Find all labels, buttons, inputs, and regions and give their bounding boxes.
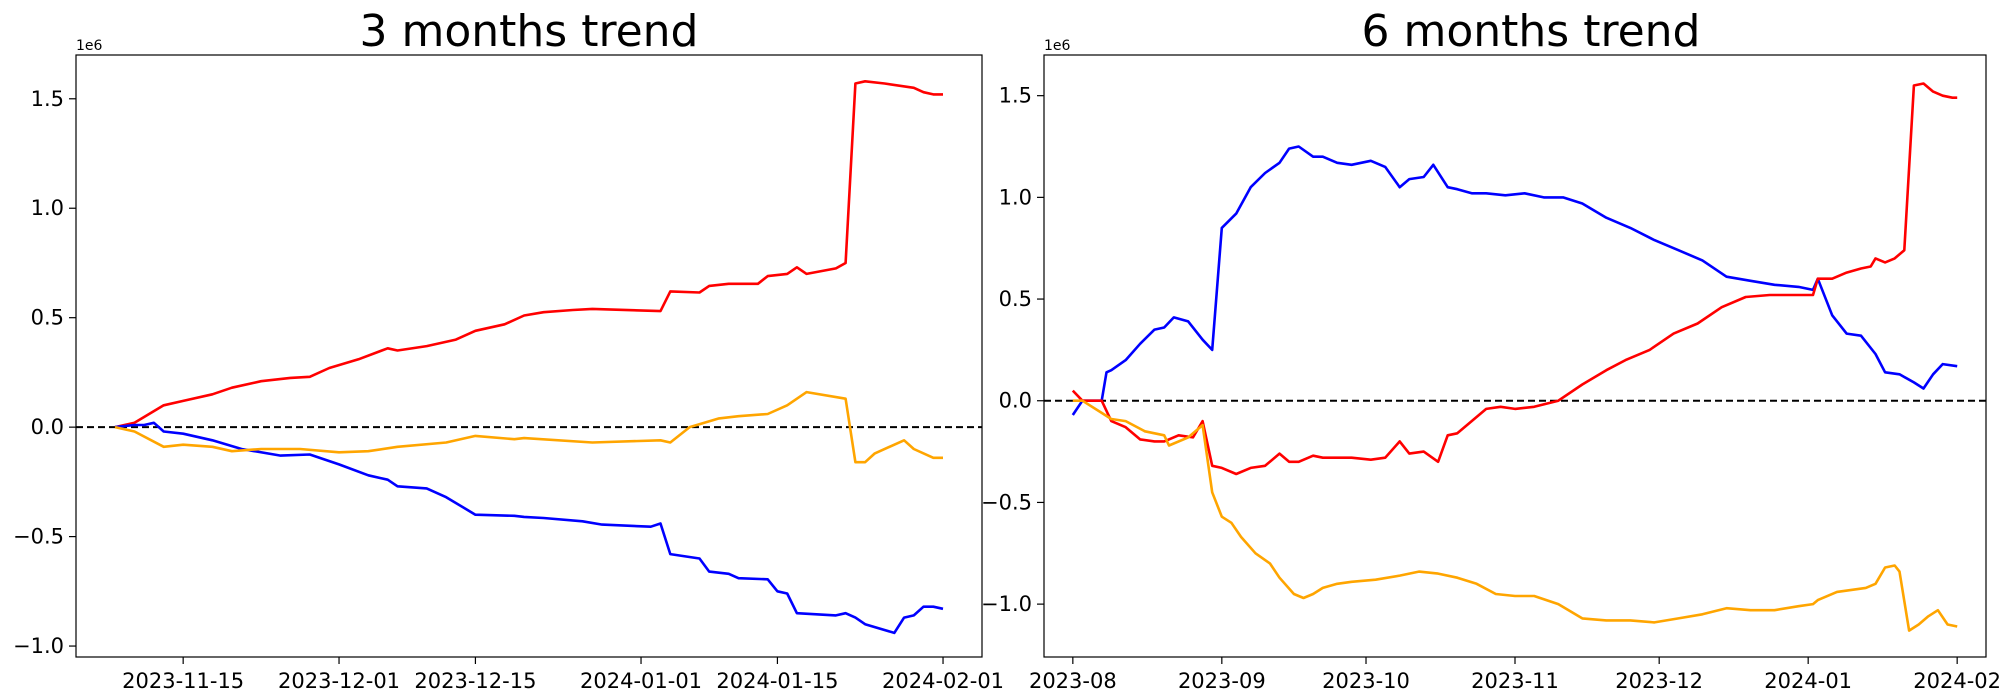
plot-area: −1.0 −0.5 0.0 0.5 1.0 1.5 2023-11-15 2023-12-01…	[13, 54, 1004, 693]
x-tick-label: 2024-02-01	[882, 669, 1004, 693]
chart-6-months: 6 months trend 1e6 −1.0 −0.5 0.0 0.5 1.0 1.5 2…	[981, 6, 2000, 693]
series-line-0	[1071, 145, 1958, 416]
series-line-1	[1071, 82, 1958, 476]
y-tick-label: 0.0	[31, 415, 64, 439]
x-tick-label: 2024-01-01	[580, 669, 702, 693]
x-tick-label: 2023-12-01	[278, 669, 400, 693]
x-tick-label: 2023-11-15	[122, 669, 244, 693]
x-tick-label: 2023-08	[1029, 669, 1117, 693]
y-tick-label: 0.0	[999, 389, 1032, 413]
y-offset-label: 1e6	[76, 38, 103, 54]
chart-title: 3 months trend	[360, 6, 699, 57]
x-tick-label: 2023-12	[1615, 669, 1703, 693]
x-tick-label: 2024-02	[1913, 669, 2000, 693]
y-tick-label: 0.5	[31, 306, 64, 330]
y-tick-label: 0.5	[999, 287, 1032, 311]
x-tick-label: 2023-12-15	[414, 669, 536, 693]
x-tick-label: 2023-09	[1178, 669, 1266, 693]
y-tick-label: 1.0	[31, 196, 64, 220]
y-offset-label: 1e6	[1044, 38, 1071, 54]
y-tick-label: −1.0	[981, 592, 1032, 616]
series-line-0	[114, 80, 943, 429]
x-tick-label: 2024-01-15	[716, 669, 838, 693]
y-tick-label: 1.5	[999, 84, 1032, 108]
x-tick-label: 2023-10	[1322, 669, 1410, 693]
y-tick-label: −0.5	[13, 525, 64, 549]
y-tick-label: −1.0	[13, 634, 64, 658]
y-tick-label: 1.5	[31, 87, 64, 111]
x-tick-label: 2023-11	[1471, 669, 1559, 693]
chart-3-months: 3 months trend 1e6 −1.0 −0.5 0.0 0.5 1.0 1.5 2…	[13, 6, 1004, 693]
plot-area: −1.0 −0.5 0.0 0.5 1.0 1.5 2023-08 2023-09 2023-1…	[981, 54, 2000, 693]
x-tick-label: 2024-01	[1764, 669, 1852, 693]
y-tick-label: −0.5	[981, 490, 1032, 514]
chart-title: 6 months trend	[1362, 6, 1701, 57]
y-tick-label: 1.0	[999, 185, 1032, 209]
series-line-2	[114, 390, 943, 464]
axes-frame	[75, 54, 983, 658]
series-line-2	[1072, 399, 1958, 632]
